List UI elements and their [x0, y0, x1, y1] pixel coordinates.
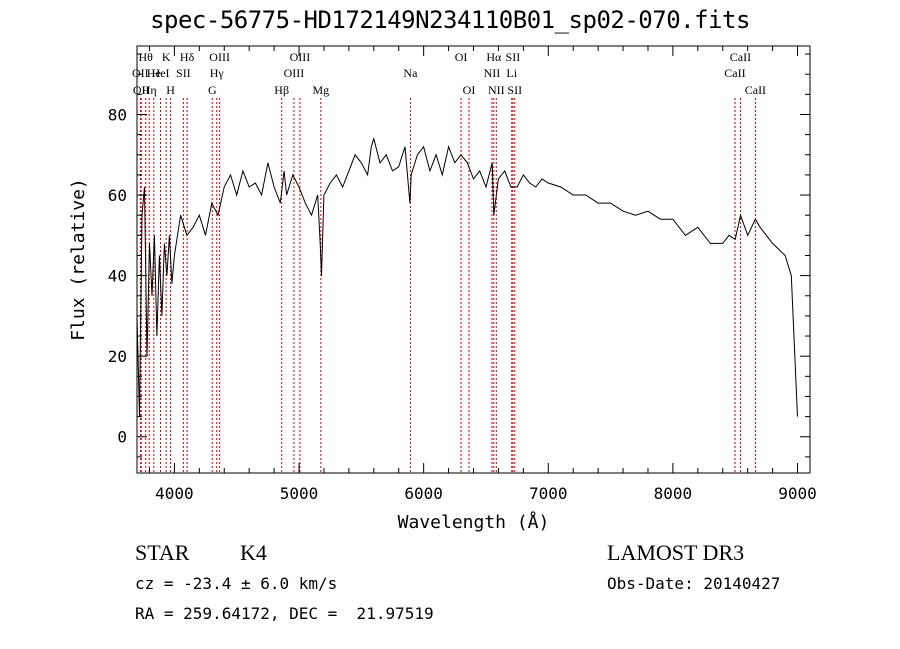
- x-tick-label-4000: 4000: [155, 484, 194, 503]
- line-marker-label-16: Mg: [312, 83, 329, 97]
- y-axis-label: Flux (relative): [68, 178, 89, 341]
- obs-date: Obs-Date: 20140427: [607, 574, 781, 593]
- line-marker-label-11: Hγ: [210, 66, 225, 80]
- line-marker-label-4: He: [147, 66, 161, 80]
- x-tick-label-8000: 8000: [654, 484, 693, 503]
- line-marker-label-8: SII: [176, 66, 191, 80]
- line-marker-label-27: CaII: [730, 50, 751, 64]
- line-marker-label-25: SII: [507, 83, 522, 97]
- y-tick-label-60: 60: [108, 186, 127, 205]
- plot-border: [136, 45, 811, 474]
- survey-label: LAMOST DR3: [607, 540, 745, 565]
- x-tick-label-7000: 7000: [529, 484, 568, 503]
- y-tick-label-40: 40: [108, 267, 127, 286]
- line-marker-label-5: HeI: [152, 66, 170, 80]
- line-marker-label-6: K: [162, 50, 171, 64]
- y-tick-label-80: 80: [108, 105, 127, 124]
- line-marker-label-15: OIII: [290, 50, 311, 64]
- line-marker-label-13: Hβ: [274, 83, 289, 97]
- line-marker-label-9: Hδ: [180, 50, 195, 64]
- x-axis-label: Wavelength (Å): [398, 511, 550, 533]
- line-marker-label-21: Hα: [486, 50, 502, 64]
- line-marker-label-26: CaII: [724, 66, 745, 80]
- line-marker-label-17: Na: [403, 66, 418, 80]
- x-tick-label-9000: 9000: [778, 484, 817, 503]
- axis-labels: Wavelength (Å) Flux (relative): [68, 178, 549, 533]
- line-marker-label-7: H: [166, 83, 175, 97]
- line-marker-label-19: OI: [463, 83, 476, 97]
- x-tick-label-5000: 5000: [280, 484, 319, 503]
- y-tick-label-0: 0: [117, 428, 127, 447]
- spectrum-line: [136, 136, 798, 417]
- line-marker-label-3: Hη: [142, 83, 157, 97]
- line-markers: OIIOIIHθHηHeHeIKHSIIHδGHγOIIIHβOIIIOIIIM…: [132, 50, 766, 473]
- line-marker-label-23: Li: [506, 66, 517, 80]
- line-marker-label-12: OIII: [209, 50, 230, 64]
- line-marker-label-20: NII: [484, 66, 501, 80]
- object-class: STAR: [135, 540, 190, 565]
- line-marker-label-2: Hθ: [139, 50, 154, 64]
- axis-ticks: 4000 5000 6000 7000 8000 9000 0 20 40 60 80: [108, 46, 817, 503]
- cz-value: cz = -23.4 ± 6.0 km/s: [135, 574, 338, 593]
- chart-title: spec-56775-HD172149N234110B01_sp02-070.f…: [150, 6, 750, 34]
- spectrum-series: [136, 136, 798, 417]
- line-marker-label-10: G: [208, 83, 217, 97]
- coordinates: RA = 259.64172, DEC = 21.97519: [135, 604, 434, 623]
- object-subclass: K4: [240, 540, 267, 565]
- line-marker-label-14: OIII: [284, 66, 305, 80]
- line-marker-label-18: OI: [455, 50, 468, 64]
- y-tick-label-20: 20: [108, 347, 127, 366]
- plot-frame: [136, 45, 811, 474]
- line-marker-label-28: CaII: [745, 83, 766, 97]
- line-marker-label-24: SII: [506, 50, 521, 64]
- x-tick-label-6000: 6000: [404, 484, 443, 503]
- line-marker-label-0: OII: [132, 66, 149, 80]
- line-marker-label-22: NII: [488, 83, 505, 97]
